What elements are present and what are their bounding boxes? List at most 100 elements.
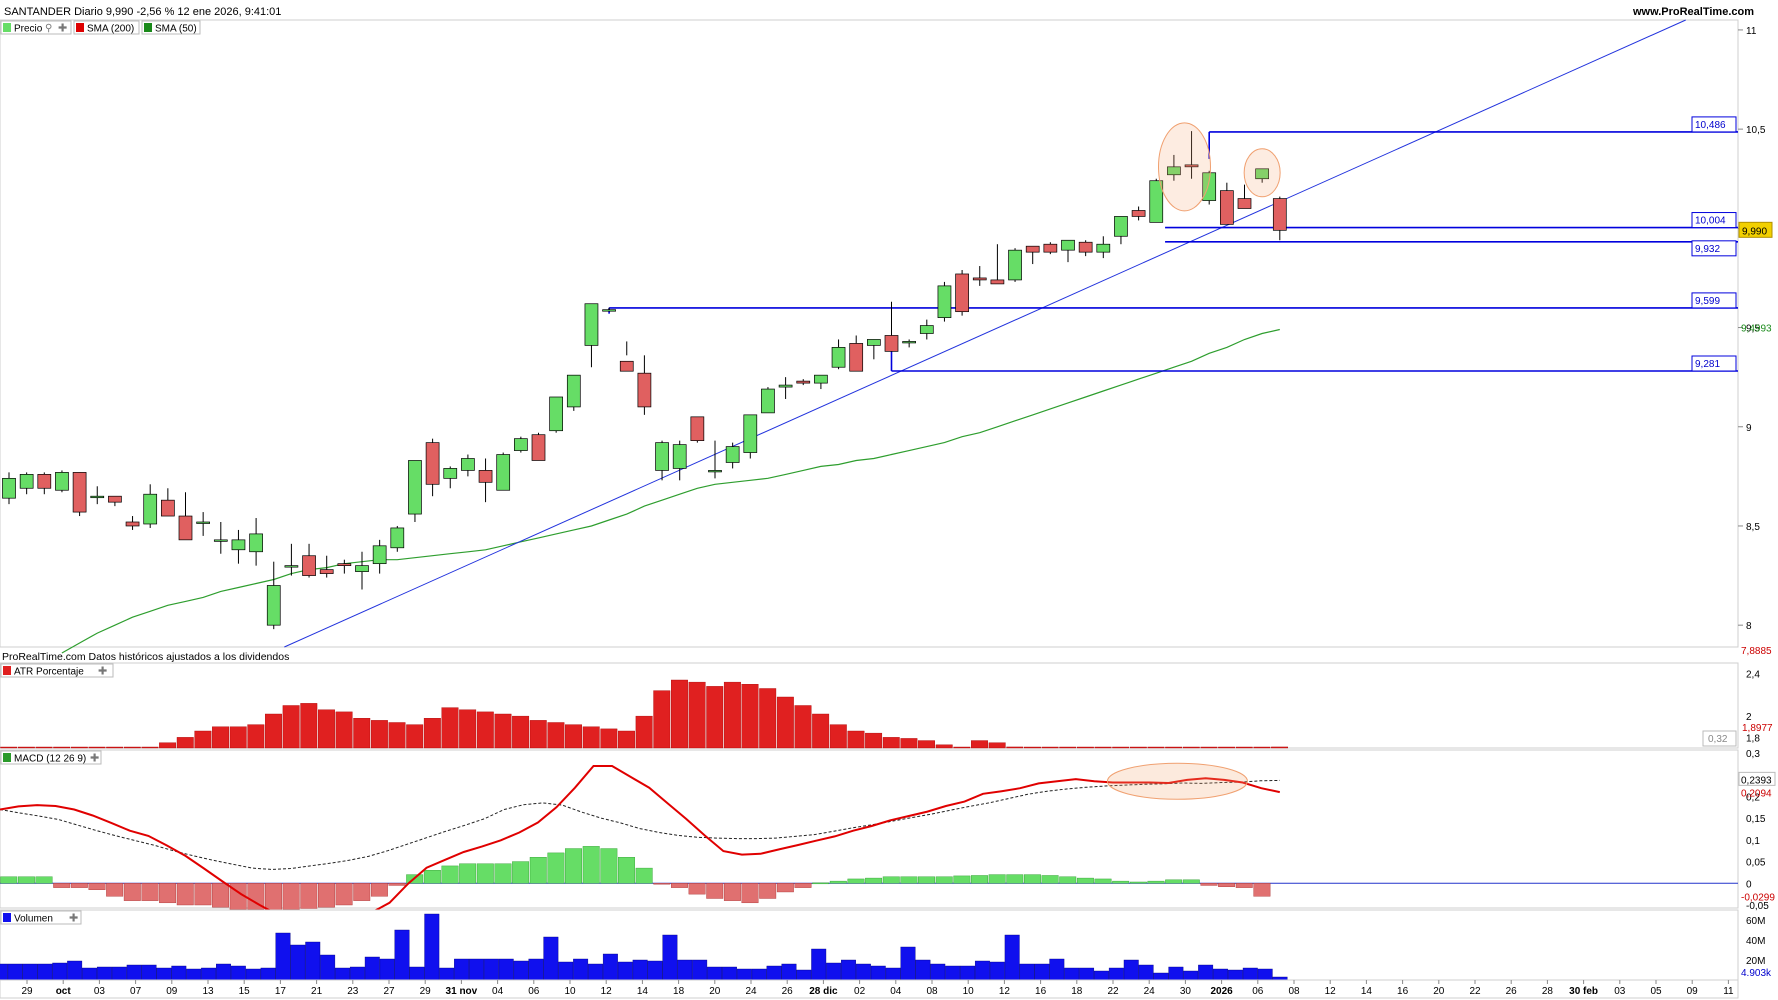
volume-bar (82, 967, 97, 981)
volume-bar (1049, 958, 1065, 981)
atr-bar (847, 730, 865, 749)
macd-hist-bar (723, 883, 741, 901)
volume-bar (67, 960, 83, 981)
x-tick-label: 29 (420, 986, 432, 997)
macd-hist-bar (547, 852, 565, 884)
last-price-tag (1738, 221, 1773, 238)
candle-up (708, 470, 722, 473)
volume-bar (826, 962, 842, 981)
x-tick-label: 03 (94, 986, 106, 997)
candle-down (319, 569, 334, 574)
volume-bar (662, 934, 678, 981)
candle-down (796, 380, 811, 384)
level-label: 10,486 (1695, 120, 1726, 131)
macd-hist-bar (988, 874, 1006, 884)
macd-hist-bar (476, 863, 494, 884)
price-panel[interactable]: 1110,5109,598,5810,48610,0049,9329,5999,… (0, 19, 1773, 663)
candle-down (425, 442, 440, 485)
volume-bar (543, 936, 559, 981)
atr-bar (53, 746, 71, 749)
macd-hist-bar (1094, 878, 1112, 884)
macd-tick-label: 0,1 (1746, 836, 1760, 847)
volume-bar (7, 963, 23, 981)
atr-bar (406, 724, 424, 749)
macd-hist-bar (671, 883, 688, 888)
atr-bar (494, 713, 512, 749)
atr-tick-label: 2,4 (1746, 670, 1760, 681)
macd-hist-bar (706, 883, 724, 899)
legend-atr-swatch (3, 666, 11, 675)
macd-hist-bar (494, 863, 512, 884)
atr-bar (282, 705, 300, 749)
volume-bar (1094, 970, 1109, 981)
macd-hist-bar (265, 883, 282, 911)
chart-title: SANTANDER Diario 9,990 -2,56 % 12 ene 20… (4, 6, 282, 18)
x-tick-label: 05 (1650, 986, 1662, 997)
volume-bar (855, 963, 871, 981)
volume-bar (483, 958, 499, 981)
volume-bar (424, 913, 440, 981)
atr-bar (794, 705, 812, 749)
x-tick-label: 11 (1723, 986, 1734, 997)
atr-bar (1094, 746, 1112, 749)
candle-up (390, 527, 405, 549)
volume-bar (602, 953, 618, 981)
x-tick-label: 08 (926, 986, 938, 997)
atr-bar (547, 722, 565, 749)
macd-hist-bar (1006, 874, 1024, 884)
volume-bar (349, 966, 365, 981)
volume-bar (230, 965, 246, 981)
atr-bar (106, 746, 124, 749)
candle-down (1184, 164, 1199, 168)
candle-up (1061, 239, 1075, 251)
atr-panel[interactable]: 2,4 2 1,81,8977 0,32 ATR Porcentaje ✚ (0, 662, 1773, 749)
macd-last-box (1738, 771, 1776, 786)
x-axis: 29 oct 03 07 09 13 15 17 21 23 27 29 31 nov 04 06 10 12 1… (0, 979, 1739, 999)
candle-up (743, 414, 758, 453)
macd-hist-bar (1059, 876, 1077, 884)
macd-hist-bar (935, 876, 953, 884)
macd-tick-label: 0,15 (1746, 814, 1766, 825)
x-tick-label: 09 (1687, 986, 1699, 997)
level-label: 10,004 (1695, 216, 1726, 227)
macd-panel[interactable]: 0,3 0,2 0,15 0,1 0,05 0 -0,05 0,2393 0,2094 -0,02… (0, 749, 1776, 921)
macd-hist-bar (1147, 880, 1165, 884)
x-tick-label: 10 (564, 986, 576, 997)
macd-hist-bar (17, 876, 35, 884)
atr-bar (318, 709, 335, 749)
x-tick-label: 26 (1506, 986, 1518, 997)
legend-sma50-label: SMA (50) (155, 24, 197, 35)
volume-bar (1168, 966, 1184, 981)
macd-hist-bar (529, 857, 547, 884)
macd-tick-label: 0 (1746, 879, 1752, 890)
x-tick-label: 29 (21, 986, 33, 997)
atr-bar (512, 715, 530, 749)
candle-down (161, 499, 175, 517)
legend-volume-label: Volumen (14, 914, 53, 925)
atr-bar (1076, 746, 1094, 749)
macd-hist-bar (1218, 883, 1236, 887)
macd-hist-bar (653, 883, 671, 885)
x-tick-label: oct (56, 986, 72, 997)
price-tick-label: 10,5 (1746, 125, 1766, 136)
macd-hist-bar (865, 877, 883, 884)
macd-hist-bar (318, 883, 335, 908)
volume-bar (305, 941, 321, 981)
volume-bar (915, 959, 931, 981)
sma50-line (61, 328, 1280, 654)
volume-bar (439, 967, 455, 981)
site-link[interactable]: www.ProRealTime.com (1632, 6, 1754, 18)
candle-up (90, 495, 105, 499)
atr-bar (247, 724, 265, 749)
atr-bar (582, 726, 600, 749)
macd-hist-bar (1023, 874, 1041, 884)
macd-hist-bar (212, 883, 230, 908)
volume-bar (766, 965, 782, 981)
atr-bar (706, 686, 724, 749)
candle-up (443, 468, 458, 479)
volume-bar (171, 965, 187, 981)
highlight-ellipse (1157, 122, 1211, 212)
level-label-box (1691, 212, 1737, 229)
